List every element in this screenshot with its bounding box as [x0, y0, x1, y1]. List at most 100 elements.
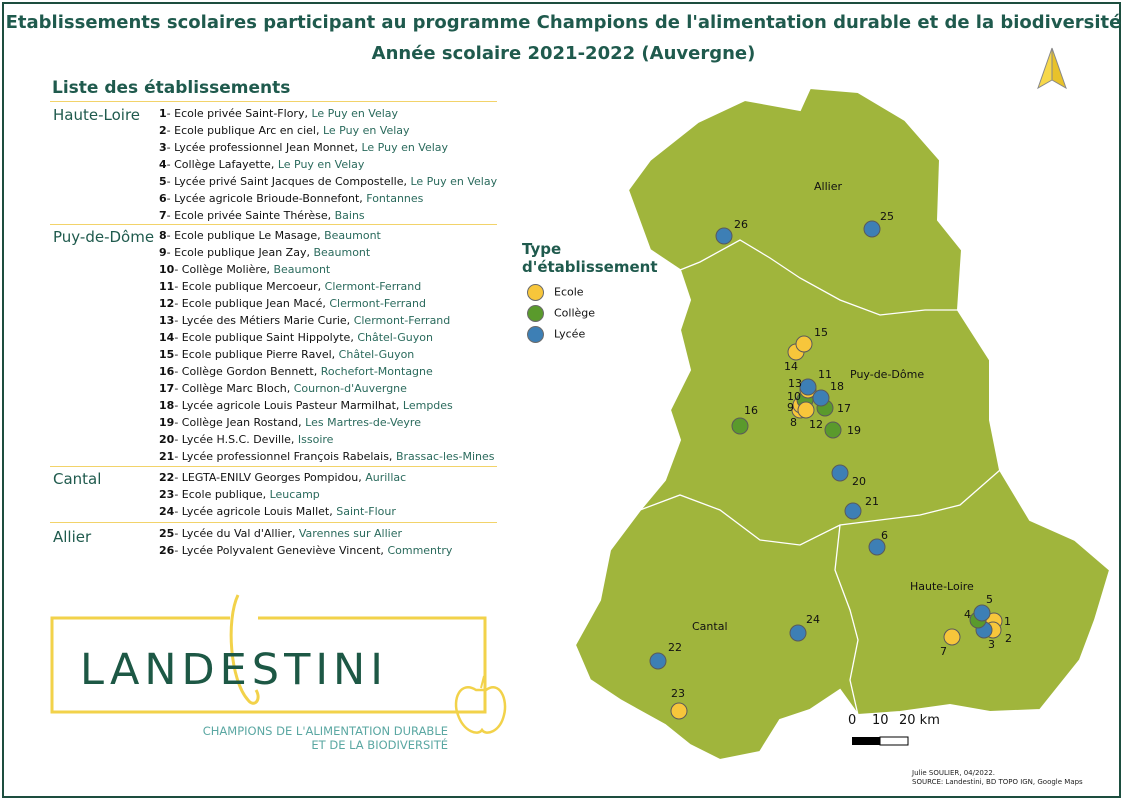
marker-label: 10 [787, 390, 801, 403]
list-item-name: Ecole publique Arc en ciel, [174, 124, 320, 137]
school-marker-16[interactable]: 16 [731, 404, 758, 435]
list-item-town: Châtel-Guyon [357, 331, 433, 344]
list-item-number: 8 [159, 229, 167, 242]
north-arrow-icon [1037, 47, 1067, 90]
marker-label: 3 [988, 638, 995, 651]
school-marker-12[interactable]: 12 [797, 401, 823, 431]
list-item-town: Cournon-d'Auvergne [293, 382, 407, 395]
school-marker-23[interactable]: 23 [670, 687, 688, 720]
school-marker-21[interactable]: 21 [844, 495, 879, 520]
list-item-town: Brassac-les-Mines [395, 450, 495, 463]
marker-dot[interactable] [844, 502, 862, 520]
school-marker-22[interactable]: 22 [649, 641, 682, 670]
marker-dot[interactable] [812, 389, 830, 407]
map-credits: Julie SOULIER, 04/2022. SOURCE: Landesti… [912, 769, 1083, 786]
list-item-dash: - [174, 365, 182, 378]
marker-dot[interactable] [789, 624, 807, 642]
list-item-dash: - [174, 331, 182, 344]
list-item-number: 3 [159, 141, 167, 154]
school-marker-26[interactable]: 26 [715, 218, 748, 245]
border-puydedome-south [639, 469, 1001, 546]
marker-dot[interactable] [731, 417, 749, 435]
marker-dot[interactable] [799, 378, 817, 396]
list-item-number: 23 [159, 488, 175, 501]
marker-dot[interactable] [670, 702, 688, 720]
scale-label-10: 10 [872, 713, 889, 728]
school-marker-24[interactable]: 24 [789, 613, 820, 642]
list-item-dash: - [174, 297, 182, 310]
school-marker-25[interactable]: 25 [863, 210, 894, 238]
list-region-label: Puy-de-Dôme [53, 228, 155, 246]
marker-label: 21 [865, 495, 879, 508]
marker-label: 23 [671, 687, 685, 700]
list-separator [50, 522, 497, 523]
marker-dot[interactable] [715, 227, 733, 245]
school-marker-18[interactable]: 18 [812, 380, 844, 407]
list-item-name: Lycée des Métiers Marie Curie, [181, 314, 351, 327]
list-item-town: Le Puy en Velay [277, 158, 365, 171]
school-marker-6[interactable]: 6 [868, 529, 888, 556]
dept-label-hauteloire: Haute-Loire [910, 580, 974, 593]
list-item-town: Issoire [297, 433, 334, 446]
list-item-number: 18 [159, 399, 175, 412]
list-item-name: Collège Lafayette, [174, 158, 275, 171]
list-item-name: Collège Marc Bloch, [181, 382, 291, 395]
list-item-dash: - [174, 314, 182, 327]
marker-dot[interactable] [797, 401, 815, 419]
marker-dot[interactable] [795, 335, 813, 353]
list-item: 7- Ecole privée Sainte Thérèse, Bains [159, 209, 365, 222]
marker-dot[interactable] [943, 628, 961, 646]
list-item-name: Collège Jean Rostand, [181, 416, 302, 429]
list-item-number: 11 [159, 280, 175, 293]
marker-dot[interactable] [868, 538, 886, 556]
marker-label: 12 [809, 418, 823, 431]
legend-swatch [527, 305, 544, 322]
list-item: 12- Ecole publique Jean Macé, Clermont-F… [159, 297, 426, 310]
school-marker-7[interactable]: 7 [940, 628, 961, 658]
marker-dot[interactable] [649, 652, 667, 670]
list-item-name: Ecole publique Jean Macé, [181, 297, 326, 310]
map-title: Etablissements scolaires participant au … [5, 12, 1122, 33]
legend-title: Type d'établissement [522, 240, 658, 276]
legend-item-lycee: Lycée [527, 326, 585, 343]
list-heading: Liste des établissements [52, 78, 291, 98]
list-item-number: 14 [159, 331, 175, 344]
list-item: 26- Lycée Polyvalent Geneviève Vincent, … [159, 544, 452, 557]
list-item-name: Ecole publique Pierre Ravel, [181, 348, 336, 361]
list-item: 4- Collège Lafayette, Le Puy en Velay [159, 158, 364, 171]
list-item-name: LEGTA-ENILV Georges Pompidou, [181, 471, 362, 484]
legend-item-ecole: Ecole [527, 284, 584, 301]
list-item-town: Le Puy en Velay [311, 107, 399, 120]
auvergne-outline [573, 86, 1112, 762]
list-item-dash: - [174, 471, 182, 484]
school-marker-13[interactable]: 13 [788, 377, 817, 396]
marker-label: 19 [847, 424, 861, 437]
list-item: 3- Lycée professionnel Jean Monnet, Le P… [159, 141, 448, 154]
list-item-town: Le Puy en Velay [322, 124, 410, 137]
list-item-name: Ecole publique Le Masage, [174, 229, 321, 242]
list-item-number: 2 [159, 124, 167, 137]
list-item-dash: - [166, 246, 175, 259]
list-item-town: Beaumont [313, 246, 371, 259]
list-item-number: 17 [159, 382, 175, 395]
list-item-name: Lycée du Val d'Allier, [181, 527, 296, 540]
scale-label-0: 0 [848, 713, 856, 728]
marker-dot[interactable] [973, 604, 991, 622]
school-marker-5[interactable]: 5 [973, 593, 993, 622]
logo-tagline: CHAMPIONS DE L'ALIMENTATION DURABLE ET D… [202, 724, 448, 752]
marker-label: 11 [818, 368, 832, 381]
list-item: 8- Ecole publique Le Masage, Beaumont [159, 229, 381, 242]
list-item: 18- Lycée agricole Louis Pasteur Marmilh… [159, 399, 453, 412]
marker-label: 4 [964, 608, 971, 621]
list-item: 10- Collège Molière, Beaumont [159, 263, 330, 276]
school-marker-15[interactable]: 15 [795, 326, 828, 353]
list-region-label: Cantal [53, 470, 102, 488]
school-marker-19[interactable]: 19 [824, 421, 861, 439]
marker-dot[interactable] [831, 464, 849, 482]
list-item-dash: - [166, 141, 175, 154]
marker-dot[interactable] [824, 421, 842, 439]
school-marker-20[interactable]: 20 [831, 464, 866, 488]
marker-dot[interactable] [863, 220, 881, 238]
